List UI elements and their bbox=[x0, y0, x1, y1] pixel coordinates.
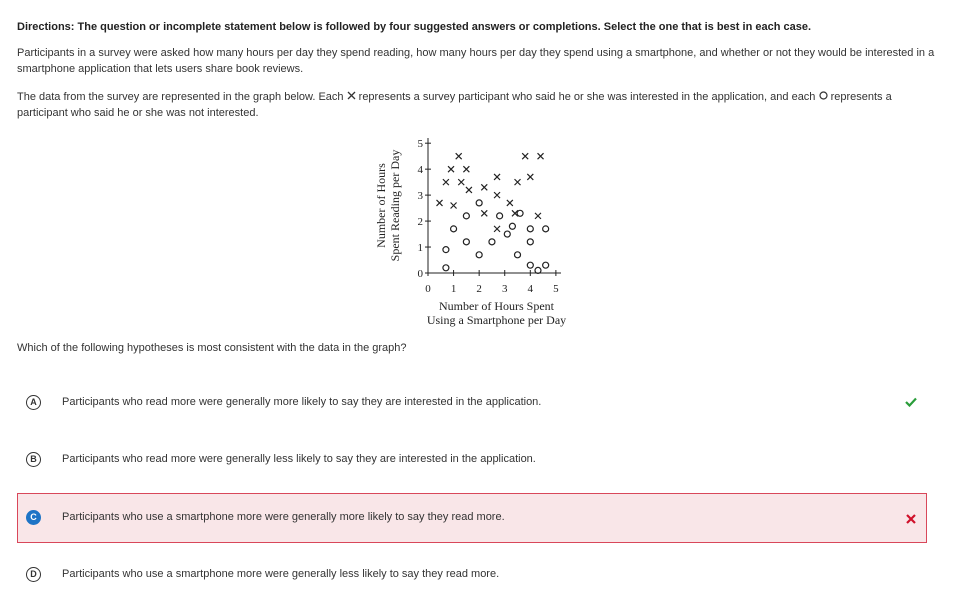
y-tick-label: 1 bbox=[418, 242, 424, 254]
text: The data from the survey are represented… bbox=[17, 91, 344, 103]
circle-point bbox=[513, 251, 522, 259]
x-axis-label: Number of Hours Spent bbox=[439, 299, 555, 313]
cross-point bbox=[462, 165, 470, 173]
circle-point bbox=[449, 225, 458, 233]
cross-point bbox=[493, 191, 501, 199]
circle-point bbox=[503, 230, 511, 238]
cross-point bbox=[442, 178, 450, 186]
wrong-icon bbox=[906, 514, 916, 524]
option-text: Participants who read more were generall… bbox=[62, 453, 536, 465]
passage: Participants in a survey were asked how … bbox=[17, 47, 935, 75]
option[interactable]: D Participants who use a smartphone more … bbox=[17, 550, 927, 600]
cross-point bbox=[506, 199, 514, 207]
circle-point bbox=[542, 225, 550, 233]
option-text: Participants who read more were generall… bbox=[62, 396, 542, 408]
option[interactable]: C Participants who use a smartphone more … bbox=[17, 493, 927, 543]
circle-point bbox=[526, 238, 534, 246]
cross-point bbox=[457, 178, 465, 186]
x-tick-label: 1 bbox=[451, 283, 457, 295]
option-text: Participants who use a smartphone more w… bbox=[62, 511, 505, 523]
option-letter: D bbox=[26, 567, 41, 582]
option[interactable]: A Participants who read more were general… bbox=[17, 378, 927, 428]
option[interactable]: B Participants who read more were general… bbox=[17, 435, 927, 485]
y-tick-label: 3 bbox=[418, 190, 424, 202]
directions: Directions: The question or incomplete s… bbox=[17, 21, 812, 33]
circle-point bbox=[526, 261, 534, 269]
cross-point bbox=[480, 183, 488, 191]
cross-point bbox=[521, 152, 529, 160]
check-icon bbox=[905, 397, 917, 407]
circle-point bbox=[488, 238, 496, 246]
y-tick-label: 2 bbox=[418, 216, 424, 228]
option-text: Participants who use a smartphone more w… bbox=[62, 568, 500, 580]
cross-point bbox=[450, 202, 458, 209]
x-tick-label: 3 bbox=[502, 283, 508, 295]
x-tick-label: 4 bbox=[528, 283, 534, 295]
cross-point bbox=[436, 199, 443, 207]
text: represents a survey participant who said… bbox=[358, 91, 816, 103]
x-icon bbox=[347, 91, 356, 100]
cross-point bbox=[514, 178, 521, 186]
option-letter: B bbox=[26, 452, 41, 467]
circle-point bbox=[534, 266, 542, 275]
circle-point bbox=[526, 225, 534, 233]
cross-point bbox=[534, 212, 542, 220]
cross-point bbox=[493, 173, 501, 181]
cross-point bbox=[537, 152, 544, 160]
y-tick-label: 4 bbox=[418, 164, 424, 176]
o-icon bbox=[818, 91, 828, 100]
cross-point bbox=[465, 186, 473, 194]
circle-point bbox=[516, 209, 524, 217]
x-axis-label: Using a Smartphone per Day bbox=[427, 313, 566, 327]
x-tick-label: 0 bbox=[425, 283, 431, 295]
question: Which of the following hypotheses is mos… bbox=[17, 342, 407, 354]
circle-point bbox=[462, 238, 470, 246]
y-tick-label: 5 bbox=[418, 138, 424, 150]
circle-point bbox=[542, 261, 550, 269]
circle-point bbox=[475, 251, 483, 259]
cross-point bbox=[493, 225, 501, 233]
cross-point bbox=[511, 209, 519, 217]
cross-point bbox=[480, 209, 488, 217]
text: represents a participant who said he or … bbox=[17, 91, 892, 119]
y-tick-label: 0 bbox=[418, 268, 424, 280]
y-axis-label: Spent Reading per Day bbox=[388, 150, 402, 262]
option-letter: A bbox=[26, 395, 41, 410]
circle-point bbox=[442, 246, 450, 254]
cross-point bbox=[455, 152, 463, 160]
cross-point bbox=[447, 165, 455, 173]
option-letter: C bbox=[26, 510, 41, 525]
cross-point bbox=[526, 173, 534, 181]
data-text: The data from the survey are represented… bbox=[17, 89, 937, 121]
y-axis-label: Number of Hours bbox=[374, 163, 388, 248]
circle-point bbox=[442, 264, 450, 272]
x-tick-label: 2 bbox=[476, 283, 482, 295]
x-tick-label: 5 bbox=[553, 283, 559, 295]
circle-point bbox=[496, 212, 504, 220]
circle-point bbox=[462, 212, 470, 220]
circle-point bbox=[475, 199, 483, 207]
circle-point bbox=[508, 222, 517, 230]
